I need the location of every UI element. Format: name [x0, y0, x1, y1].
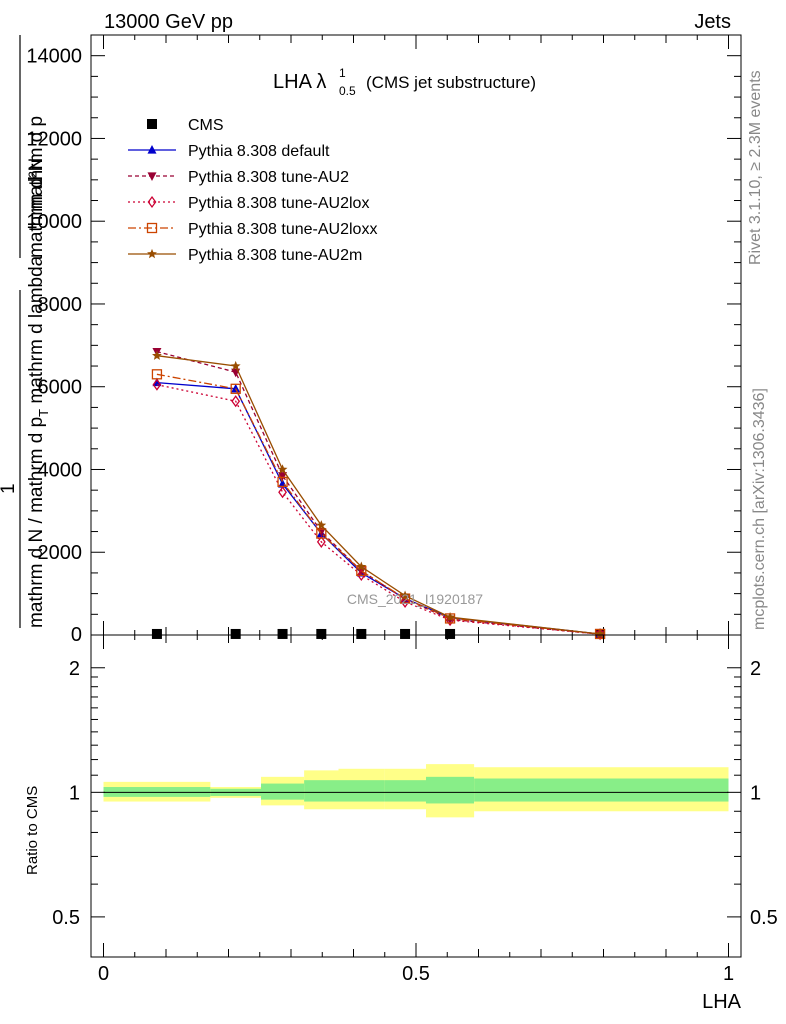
- main-axis-ticks: 2000 4000 6000 8000 10000 12000 14000 0: [26, 34, 741, 646]
- legend-label: CMS: [188, 117, 224, 134]
- data-point-cms: [230, 628, 241, 639]
- legend-label: Pythia 8.308 tune-AU2m: [188, 247, 362, 264]
- ratio-y-tick-label-right: 1: [750, 782, 761, 804]
- data-point-cms: [277, 628, 288, 639]
- data-point-cms: [400, 628, 411, 639]
- series-line-pythia-8-308-tune-au2loxx: [156, 373, 601, 635]
- data-point-pythia-8-308-tune-au2lox: [356, 568, 366, 582]
- main-y-tick-label: 14000: [26, 46, 82, 68]
- main-series-group: [151, 347, 606, 641]
- title-tail: (CMS jet substructure): [366, 73, 536, 92]
- main-y-label: mathrm d²N mathrm d p 1 mathrm d N / mat…: [0, 35, 51, 628]
- data-point-pythia-8-308-tune-au2m: [152, 350, 162, 360]
- data-point-pythia-8-308-tune-au2m: [356, 561, 367, 571]
- ratio-y-tick-label: 1: [69, 782, 80, 804]
- legend-entry-pythia-8-308-default: Pythia 8.308 default: [128, 143, 330, 160]
- series-line-pythia-8-308-tune-au2m: [156, 355, 601, 635]
- legend-marker: [147, 172, 157, 181]
- x-axis-label: LHA: [702, 991, 742, 1013]
- series-0: [151, 628, 606, 639]
- ratio-y-tick-label-right: 2: [750, 658, 761, 680]
- data-point-pythia-8-308-tune-au2loxx: [277, 476, 288, 488]
- ratio-band-inner: [261, 783, 305, 800]
- ratio-band-inner: [474, 778, 729, 802]
- mcplots-label: mcplots.cern.ch [arXiv:1306.3436]: [751, 388, 768, 630]
- series-4: [151, 369, 606, 640]
- legend-label: Pythia 8.308 default: [188, 143, 330, 160]
- plot-title: LHA λ 1 0.5 (CMS jet substructure): [273, 66, 536, 98]
- ratio-x-tick-label: 0: [98, 963, 109, 985]
- analysis-watermark: CMS_2021_I1920187: [347, 591, 483, 607]
- data-point-pythia-8-308-tune-au2loxx: [316, 528, 327, 539]
- data-point-pythia-8-308-tune-au2m: [277, 464, 288, 474]
- ratio-y-tick-label: 2: [69, 658, 80, 680]
- legend-marker: [147, 119, 157, 129]
- data-point-pythia-8-308-tune-au2loxx: [151, 369, 163, 380]
- ratio-axis-ticks: 0 0.5 1 0.5 0.5 1 1 2 2: [52, 635, 778, 985]
- ratio-band-inner: [426, 776, 475, 804]
- data-point-pythia-8-308-tune-au2loxx: [230, 383, 241, 394]
- legend-entry-pythia-8-308-tune-au2loxx: Pythia 8.308 tune-AU2loxx: [128, 221, 377, 238]
- main-y-tick-label-zero: 0: [71, 624, 82, 646]
- ratio-y-tick-label: 0.5: [52, 907, 80, 929]
- ratio-y-tick-label-right: 0.5: [750, 907, 778, 929]
- legend-entry-pythia-8-308-tune-au2m: Pythia 8.308 tune-AU2m: [128, 247, 362, 264]
- legend-label: Pythia 8.308 tune-AU2loxx: [188, 221, 377, 238]
- ratio-band-inner: [304, 780, 339, 802]
- ratio-band-inner: [338, 780, 385, 802]
- data-point-pythia-8-308-tune-au2m: [400, 590, 410, 600]
- legend-marker: [147, 248, 157, 259]
- legend-label: Pythia 8.308 tune-AU2lox: [188, 195, 369, 212]
- ratio-x-tick-label: 0.5: [402, 963, 430, 985]
- data-point-pythia-8-308-default: [152, 377, 162, 387]
- legend-entry-cms: CMS: [147, 117, 224, 134]
- data-point-pythia-8-308-tune-au2lox: [231, 395, 241, 408]
- series-5: [152, 350, 605, 639]
- main-y-tick-label: 4000: [38, 459, 83, 481]
- ylabel-denominator: mathrm d N / mathrm d pT mathrm d lambda: [26, 255, 51, 628]
- title-main: LHA λ: [273, 71, 326, 93]
- main-y-tick-label: 6000: [38, 377, 83, 399]
- legend-marker: [146, 222, 158, 234]
- legend: CMS Pythia 8.308 default Pythia 8.308 tune…: [128, 117, 377, 264]
- title-sup: 1: [339, 66, 346, 80]
- legend-marker: [147, 145, 157, 154]
- legend-entry-pythia-8-308-tune-au2: Pythia 8.308 tune-AU2: [128, 169, 349, 186]
- data-point-cms: [356, 628, 367, 639]
- data-point-pythia-8-308-tune-au2m: [445, 612, 455, 622]
- ylabel-frac-numerator: mathrm d²N: [26, 158, 47, 258]
- data-point-cms: [445, 628, 456, 639]
- legend-entry-pythia-8-308-tune-au2lox: Pythia 8.308 tune-AU2lox: [128, 195, 369, 212]
- ylabel-one: 1: [0, 483, 19, 494]
- data-point-pythia-8-308-tune-au2lox: [152, 378, 162, 391]
- data-point-pythia-8-308-default: [231, 383, 241, 393]
- data-point-pythia-8-308-tune-au2m: [595, 628, 605, 639]
- process-label: Jets: [694, 11, 731, 33]
- data-point-pythia-8-308-tune-au2lox: [278, 486, 287, 499]
- data-point-cms: [151, 628, 162, 639]
- energy-label: 13000 GeV pp: [104, 11, 233, 33]
- series-line-pythia-8-308-tune-au2: [156, 350, 601, 635]
- ylabel-frac-top-label: mathrm d p: [26, 116, 47, 212]
- data-point-pythia-8-308-tune-au2lox: [316, 535, 326, 548]
- main-y-tick-label: 12000: [26, 128, 82, 150]
- data-point-pythia-8-308-tune-au2m: [230, 360, 241, 371]
- title-sub: 0.5: [339, 84, 356, 98]
- rivet-version-label: Rivet 3.1.10, ≥ 2.3M events: [747, 70, 764, 265]
- main-y-tick-label: 2000: [38, 542, 83, 564]
- ratio-bands: [103, 764, 729, 818]
- ratio-band-inner: [384, 780, 426, 802]
- main-y-tick-label: 8000: [38, 294, 83, 316]
- ratio-y-label: Ratio to CMS: [24, 786, 41, 875]
- series-line-pythia-8-308-tune-au2lox: [156, 384, 601, 635]
- data-point-cms: [316, 628, 327, 639]
- data-point-pythia-8-308-tune-au2: [278, 472, 288, 481]
- main-y-tick-label: 10000: [26, 211, 82, 233]
- legend-label: Pythia 8.308 tune-AU2: [188, 169, 349, 186]
- data-point-pythia-8-308-tune-au2m: [316, 520, 327, 530]
- ratio-x-tick-label: 1: [723, 963, 734, 985]
- legend-marker: [147, 195, 157, 209]
